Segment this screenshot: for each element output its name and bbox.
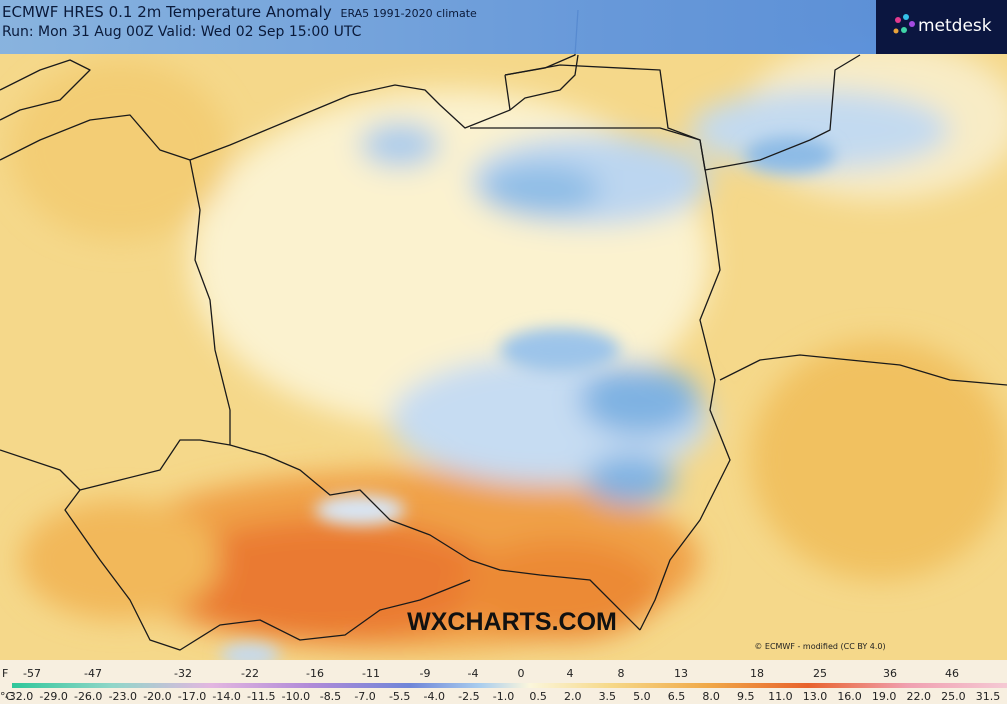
borders <box>0 9 1007 651</box>
c-label: 22.0 <box>907 690 932 703</box>
f-label: 25 <box>813 667 827 680</box>
f-label: -11 <box>362 667 380 680</box>
c-label: -5.5 <box>389 690 410 703</box>
c-label: 0.5 <box>529 690 547 703</box>
credit: © ECMWF - modified (CC BY 4.0) <box>754 642 885 651</box>
field <box>0 0 1007 667</box>
c-label: -1.0 <box>493 690 514 703</box>
c-label: 9.5 <box>737 690 755 703</box>
c-label: -14.0 <box>212 690 240 703</box>
f-label: -4 <box>468 667 479 680</box>
brand-logo <box>893 14 915 34</box>
c-label: -17.0 <box>178 690 206 703</box>
f-label: -16 <box>306 667 324 680</box>
f-label: -32 <box>174 667 192 680</box>
c-unit: °C <box>0 690 14 703</box>
c-label: 31.5 <box>976 690 1001 703</box>
c-label: -8.5 <box>320 690 341 703</box>
f-label: -57 <box>23 667 41 680</box>
c-label: -11.5 <box>247 690 275 703</box>
header-band <box>0 0 1007 54</box>
f-label: 46 <box>945 667 959 680</box>
c-label: 6.5 <box>668 690 686 703</box>
c-label: 3.5 <box>599 690 617 703</box>
f-label: -9 <box>420 667 431 680</box>
f-label: -22 <box>241 667 259 680</box>
title: ECMWF HRES 0.1 2m Temperature Anomaly ER… <box>2 3 477 21</box>
c-label: 25.0 <box>941 690 966 703</box>
f-label: -47 <box>84 667 102 680</box>
watermark: WXCHARTS.COM <box>407 608 617 636</box>
f-label: 13 <box>674 667 688 680</box>
colorbar-panel <box>0 660 1007 704</box>
colorbar-labels: F °C -57 -47 -32 -22 -16 -11 -9 -4 0 4 8 13 18 25 36 46 -3… <box>0 667 1000 703</box>
c-label: 11.0 <box>768 690 793 703</box>
brand-name: metdesk <box>918 16 992 36</box>
f-label: 18 <box>750 667 764 680</box>
run-line: Run: Mon 31 Aug 00Z Valid: Wed 02 Sep 15… <box>2 24 362 40</box>
c-label: 16.0 <box>837 690 862 703</box>
c-label: -20.0 <box>143 690 171 703</box>
f-label: 4 <box>567 667 574 680</box>
f-unit: F <box>2 667 8 680</box>
brand-box <box>876 0 1007 54</box>
c-label: -23.0 <box>109 690 137 703</box>
c-label: 5.0 <box>633 690 651 703</box>
c-label: -2.5 <box>458 690 479 703</box>
c-label: -10.0 <box>282 690 310 703</box>
title-main: ECMWF HRES 0.1 2m Temperature Anomaly <box>2 3 332 21</box>
c-label: 13.0 <box>803 690 828 703</box>
c-label: -32.0 <box>5 690 33 703</box>
f-label: 8 <box>618 667 625 680</box>
f-label: 36 <box>883 667 897 680</box>
colorbar <box>12 683 1007 688</box>
c-label: -26.0 <box>74 690 102 703</box>
c-label: 19.0 <box>872 690 897 703</box>
c-label: -29.0 <box>39 690 67 703</box>
c-label: -7.0 <box>354 690 375 703</box>
c-label: -4.0 <box>424 690 445 703</box>
c-label: 2.0 <box>564 690 582 703</box>
f-label: 0 <box>518 667 525 680</box>
c-label: 8.0 <box>702 690 720 703</box>
subtitle: ERA5 1991-2020 climate <box>341 7 478 20</box>
